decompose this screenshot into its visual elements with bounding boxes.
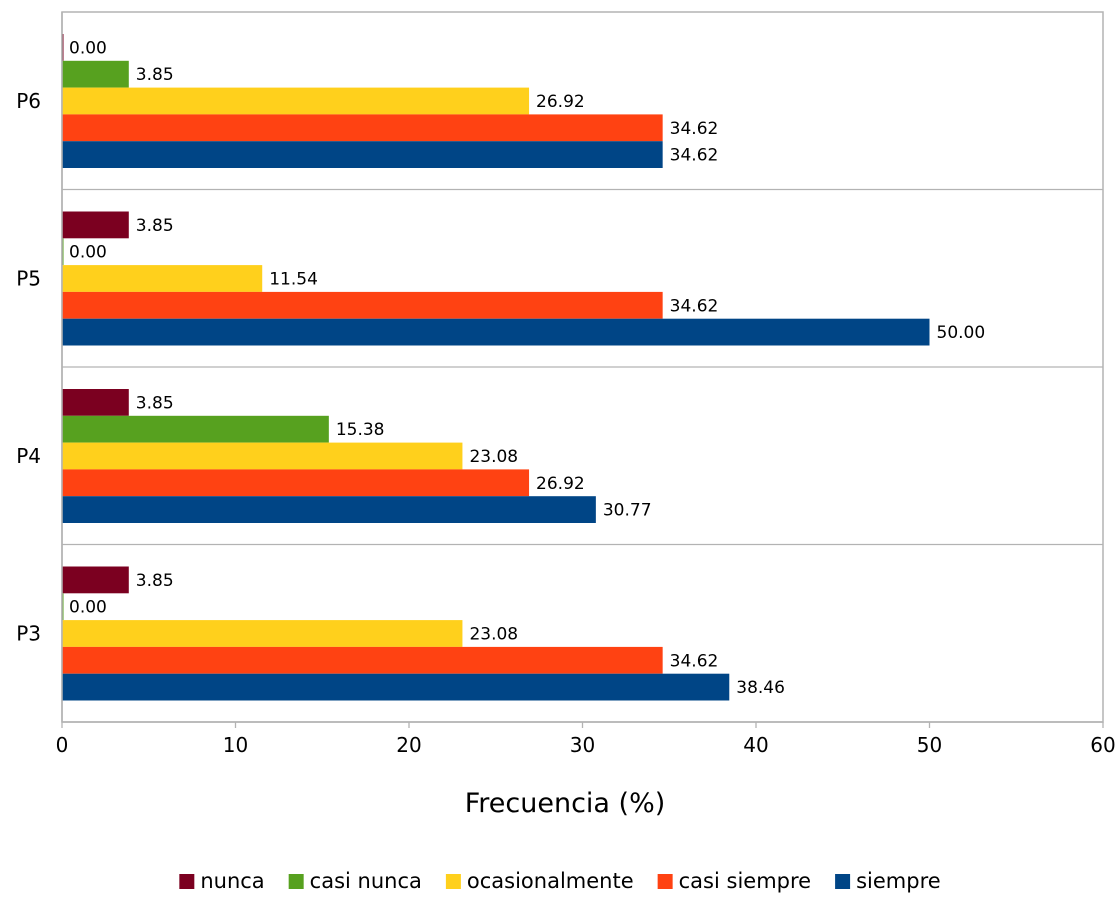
data-labels-layer: 0.00 3.85 26.92 34.62 34.62 3.85 0.00 11.54 34.6… [69, 38, 985, 698]
x-axis-title: Frecuencia (%) [465, 788, 666, 819]
axis-layer: P6 P5 P4 P3 0 10 20 30 40 50 60 [16, 12, 1116, 757]
legend-item-siempre: siempre [835, 869, 941, 893]
bar-p3-nunca [62, 566, 129, 594]
legend: nunca casi nunca ocasionalmente casi siempr… [179, 869, 941, 893]
legend-label: siempre [856, 869, 941, 893]
legend-swatch [179, 874, 195, 889]
data-label: 34.62 [670, 651, 719, 671]
legend-swatch [445, 874, 461, 889]
bar-p3-siempre [62, 673, 730, 701]
bar-p6-siempre [62, 141, 663, 168]
x-tick-label: 30 [570, 733, 595, 757]
legend-label: ocasionalmente [467, 869, 634, 893]
data-label: 23.08 [469, 447, 518, 467]
bar-p5-nunca [62, 211, 129, 239]
bar-p5-ocasionalmente [62, 265, 263, 292]
legend-label: nunca [200, 869, 264, 893]
data-label: 3.85 [136, 65, 174, 85]
x-tick-label: 40 [743, 733, 768, 757]
legend-label: casi nunca [310, 869, 422, 893]
data-label: 0.00 [69, 598, 107, 618]
data-label: 34.62 [670, 119, 719, 139]
bar-p6-casi-nunca [62, 60, 129, 88]
legend-item-nunca: nunca [179, 869, 265, 893]
legend-swatch [657, 874, 673, 889]
category-label-p4: P4 [16, 444, 41, 468]
bars-layer [62, 34, 930, 701]
category-label-p6: P6 [16, 89, 41, 113]
data-label: 0.00 [69, 243, 107, 263]
bar-p3-ocasionalmente [62, 620, 463, 647]
data-label: 34.62 [670, 296, 719, 316]
data-label: 3.85 [136, 571, 174, 591]
bar-p5-siempre [62, 318, 930, 346]
legend-item-casi-siempre: casi siempre [657, 869, 811, 893]
bar-p5-casi-siempre [62, 291, 663, 319]
bar-p4-casi-nunca [62, 415, 329, 443]
legend-item-casi-nunca: casi nunca [288, 869, 422, 893]
x-tick-label: 50 [917, 733, 942, 757]
data-label: 3.85 [136, 393, 174, 413]
data-label: 26.92 [536, 92, 585, 112]
legend-swatch [288, 874, 304, 889]
bar-p4-nunca [62, 389, 129, 416]
data-label: 23.08 [469, 625, 518, 645]
data-label: 34.62 [670, 146, 719, 166]
x-tick-label: 0 [56, 733, 69, 757]
legend-swatch [835, 874, 851, 889]
legend-item-ocasionalmente: ocasionalmente [445, 869, 634, 893]
data-label: 38.46 [736, 678, 785, 698]
data-label: 0.00 [69, 38, 107, 58]
bar-p4-siempre [62, 496, 596, 523]
data-label: 50.00 [937, 323, 986, 343]
bar-p6-ocasionalmente [62, 87, 530, 115]
data-label: 3.85 [136, 216, 174, 236]
x-tick-label: 20 [396, 733, 421, 757]
bar-p3-casi-siempre [62, 646, 663, 674]
legend-label: casi siempre [679, 869, 811, 893]
x-tick-label: 10 [223, 733, 248, 757]
data-label: 15.38 [336, 420, 385, 440]
data-label: 11.54 [269, 270, 318, 290]
bar-p4-ocasionalmente [62, 442, 463, 470]
x-tick-label: 60 [1090, 733, 1115, 757]
data-label: 30.77 [603, 501, 652, 521]
category-label-p3: P3 [16, 621, 41, 645]
data-label: 26.92 [536, 474, 585, 494]
bar-p4-casi-siempre [62, 469, 530, 497]
category-label-p5: P5 [16, 266, 41, 290]
bar-p6-casi-siempre [62, 114, 663, 142]
